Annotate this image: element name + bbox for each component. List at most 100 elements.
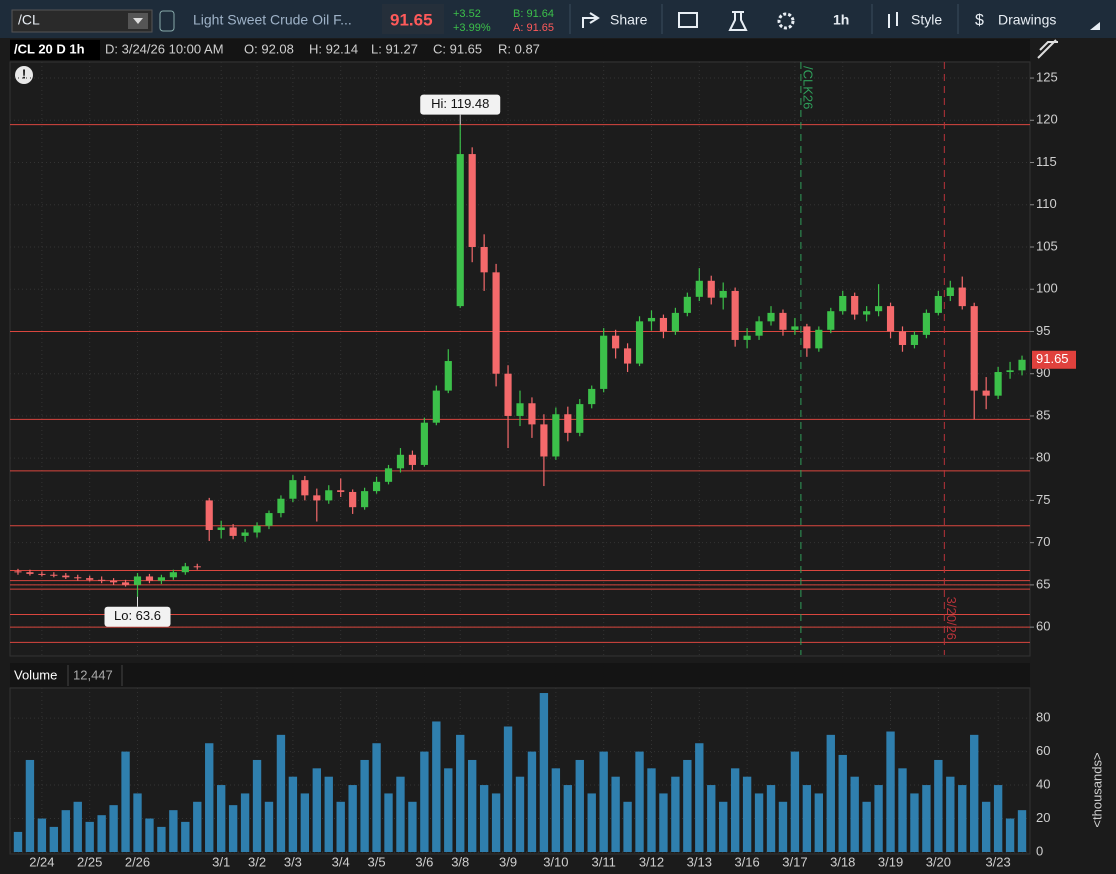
volume-bar bbox=[683, 759, 692, 852]
share-button[interactable]: Share bbox=[610, 12, 648, 28]
candle-body bbox=[886, 306, 895, 332]
candle-body bbox=[731, 290, 739, 340]
volume-bar bbox=[109, 805, 118, 852]
volume-bar bbox=[719, 801, 728, 852]
candle-body bbox=[420, 422, 428, 465]
y-tick-label: 60 bbox=[1036, 743, 1050, 758]
volume-bar bbox=[49, 826, 59, 852]
volume-bar bbox=[193, 801, 202, 852]
volume-bar bbox=[862, 801, 871, 852]
drawings-button[interactable]: Drawings bbox=[998, 12, 1056, 28]
snapshot-icon[interactable] bbox=[678, 12, 698, 28]
y-tick-label: 70 bbox=[1036, 534, 1050, 549]
candle-body bbox=[934, 295, 942, 313]
change-pct: +3.99% bbox=[453, 22, 491, 34]
price-panel bbox=[9, 61, 1031, 657]
candle-body bbox=[325, 490, 333, 501]
volume-bar bbox=[264, 801, 274, 852]
volume-bar bbox=[551, 768, 561, 852]
candle-body bbox=[647, 317, 656, 322]
volume-bar bbox=[169, 810, 178, 852]
candle-body bbox=[205, 500, 213, 530]
candle-body bbox=[1006, 370, 1014, 373]
expiration-label: /CLK26 bbox=[800, 66, 815, 109]
candle-body bbox=[50, 574, 58, 576]
candle-body bbox=[576, 404, 584, 433]
candle-body bbox=[719, 290, 727, 298]
symbol-box[interactable] bbox=[11, 9, 153, 33]
share-icon[interactable] bbox=[582, 12, 600, 28]
candle-body bbox=[504, 373, 512, 416]
style-button[interactable]: Style bbox=[911, 12, 942, 28]
y-tick-label: 20 bbox=[1036, 810, 1050, 825]
candle-body bbox=[169, 572, 177, 578]
volume-bar bbox=[408, 801, 417, 852]
volume-value: 12,447 bbox=[73, 667, 113, 682]
x-tick-label: 3/16 bbox=[734, 854, 759, 869]
x-tick-label: 3/3 bbox=[284, 854, 302, 869]
candle-body bbox=[217, 527, 225, 530]
x-tick-label: 3/19 bbox=[878, 854, 903, 869]
volume-bar bbox=[336, 801, 345, 852]
callout-box bbox=[104, 606, 171, 627]
last-price-label: 91.65 bbox=[1036, 351, 1069, 366]
volume-bar bbox=[910, 793, 919, 852]
header-low: L: 91.27 bbox=[371, 41, 418, 56]
candle-body bbox=[922, 312, 930, 335]
volume-bar bbox=[384, 793, 393, 852]
last-price: 91.65 bbox=[390, 10, 433, 29]
candle-body bbox=[74, 577, 82, 579]
volume-bar bbox=[228, 805, 238, 852]
x-tick-label: 3/23 bbox=[985, 854, 1010, 869]
volume-bar bbox=[348, 785, 357, 852]
candle-body bbox=[38, 573, 46, 575]
drawings-icon[interactable]: $ bbox=[975, 12, 984, 29]
candle-body bbox=[564, 414, 572, 433]
volume-bar bbox=[838, 754, 847, 852]
volume-bar bbox=[420, 751, 429, 852]
interval-button[interactable]: 1h bbox=[833, 12, 849, 28]
volume-bar bbox=[778, 801, 788, 852]
volume-bar bbox=[599, 751, 608, 852]
volume-bar bbox=[240, 793, 250, 852]
candle-body bbox=[265, 513, 273, 526]
alert-mark: ! bbox=[22, 66, 26, 81]
x-tick-label: 3/12 bbox=[639, 854, 664, 869]
candle-body bbox=[851, 295, 859, 315]
candle-body bbox=[946, 287, 954, 296]
autoscale-icon[interactable] bbox=[1037, 39, 1058, 59]
candle-body bbox=[540, 424, 548, 457]
volume-bar bbox=[121, 751, 130, 852]
candle-body bbox=[145, 576, 154, 581]
volume-bar bbox=[300, 793, 310, 852]
y-tick-label: 65 bbox=[1036, 576, 1050, 591]
x-tick-label: 3/2 bbox=[248, 854, 266, 869]
bid: B: 91.64 bbox=[513, 8, 554, 20]
volume-bar bbox=[790, 751, 800, 852]
menu-icon[interactable] bbox=[1090, 22, 1100, 30]
studies-icon[interactable] bbox=[728, 11, 748, 31]
symbol[interactable]: /CL bbox=[18, 12, 40, 28]
candle-body bbox=[157, 577, 165, 581]
candle-body bbox=[612, 335, 620, 349]
y-tick-label: 115 bbox=[1036, 154, 1057, 169]
callout-label: Hi: 119.48 bbox=[431, 96, 489, 111]
header-date: D: 3/24/26 10:00 AM bbox=[105, 41, 224, 56]
candle-body bbox=[384, 468, 393, 482]
candle-body bbox=[803, 326, 811, 349]
x-tick-label: 2/26 bbox=[125, 854, 150, 869]
candle-body bbox=[623, 348, 632, 364]
alert-icon[interactable] bbox=[15, 66, 33, 84]
link-icon[interactable] bbox=[159, 10, 175, 32]
volume-bar bbox=[13, 831, 23, 852]
volume-bar bbox=[276, 734, 286, 852]
volume-bar bbox=[288, 776, 298, 852]
volume-bar bbox=[671, 776, 680, 852]
volume-bar bbox=[850, 776, 859, 852]
x-tick-label: 3/4 bbox=[332, 854, 350, 869]
volume-bar bbox=[527, 751, 537, 852]
style-icon[interactable] bbox=[888, 12, 898, 28]
volume-bar bbox=[444, 768, 453, 852]
settings-icon[interactable] bbox=[777, 12, 795, 30]
